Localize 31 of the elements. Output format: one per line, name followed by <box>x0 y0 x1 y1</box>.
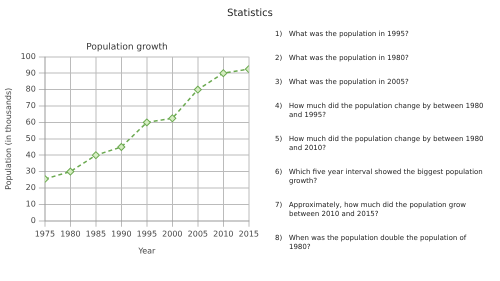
y-tick-label: 70 <box>26 101 36 110</box>
y-tick-label: 60 <box>26 117 36 126</box>
chart-subtitle: Population growth <box>86 42 168 53</box>
x-axis-title: Year <box>137 246 156 256</box>
point <box>142 118 151 126</box>
x-tick-label: 2015 <box>238 230 259 239</box>
point <box>219 69 228 78</box>
x-tick-label: 2005 <box>188 230 208 239</box>
x-tick-label: 1990 <box>111 230 132 239</box>
chart-title: Statistics <box>226 8 274 19</box>
y-tick-label: 30 <box>26 166 36 176</box>
x-tick-label: 1980 <box>60 230 81 239</box>
x-tick-label: 2010 <box>213 230 234 239</box>
y-tick-label: 0 <box>30 216 36 225</box>
x-tick-label: 1985 <box>86 230 106 239</box>
x-tick-label: 2000 <box>162 230 183 239</box>
y-tick-label: 40 <box>26 150 36 160</box>
y-tick-label: 10 <box>26 199 36 208</box>
y-tick-label: 20 <box>26 183 36 192</box>
point <box>168 114 176 122</box>
y-tick-label: 80 <box>26 84 36 94</box>
y-axis-title: Population (in thousands) <box>4 88 13 190</box>
point <box>66 168 74 176</box>
x-tick-label: 1975 <box>34 230 56 239</box>
point <box>92 151 100 160</box>
point <box>117 143 126 151</box>
y-tick-label: 50 <box>26 134 36 143</box>
y-tick-label: 90 <box>26 68 36 78</box>
x-tick-label: 1995 <box>136 230 158 239</box>
y-tick-label: 100 <box>20 52 36 61</box>
point <box>194 86 202 94</box>
